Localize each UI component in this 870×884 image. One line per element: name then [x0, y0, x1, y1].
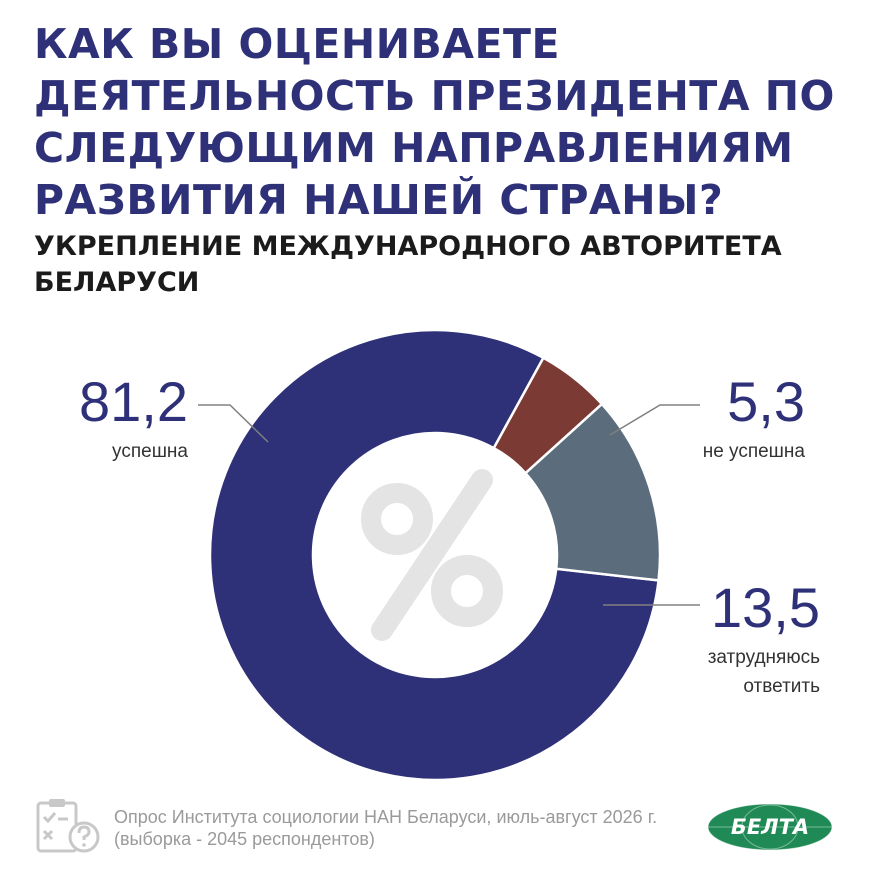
chart-subtitle: УКРЕПЛЕНИЕ МЕЖДУНАРОДНОГО АВТОРИТЕТА БЕЛ…: [34, 231, 782, 298]
slice-uspeshna: [208, 328, 660, 782]
category-label-uspeshna: успешна: [112, 441, 188, 462]
slice-zatrudnyayus: [523, 402, 662, 582]
category-label-zatrudnyayus-line2: ответить: [743, 676, 820, 697]
value-label-zatrudnyayus: 13,5: [711, 576, 820, 639]
value-label-uspeshna: 81,2: [79, 370, 188, 433]
leader-line-uspeshna: [198, 404, 269, 443]
source-line-1: Опрос Института социологии НАН Беларуси,…: [114, 807, 658, 827]
percent-icon: [361, 469, 503, 641]
donut-chart: 81,2 успешна 5,3 не успешна 13,5 затрудняюсь о…: [79, 328, 820, 782]
logo-text: БЕЛТА: [731, 815, 809, 839]
source-note: Опрос Института социологии НАН Беларуси,…: [114, 806, 657, 850]
source-line-2: (выборка - 2045 респондентов): [114, 829, 375, 849]
survey-clipboard-icon: [36, 799, 100, 853]
value-label-ne-uspeshna: 5,3: [727, 370, 805, 433]
belta-logo: БЕЛТА: [707, 803, 833, 851]
chart-title: КАК ВЫ ОЦЕНИВАЕТЕ ДЕЯТЕЛЬНОСТЬ ПРЕЗИДЕНТ…: [34, 20, 835, 224]
category-label-zatrudnyayus-line1: затрудняюсь: [708, 647, 820, 668]
category-label-ne-uspeshna: не успешна: [703, 441, 806, 462]
leader-line-ne-uspeshna: [609, 404, 700, 436]
footer: Опрос Института социологии НАН Беларуси,…: [34, 793, 870, 863]
